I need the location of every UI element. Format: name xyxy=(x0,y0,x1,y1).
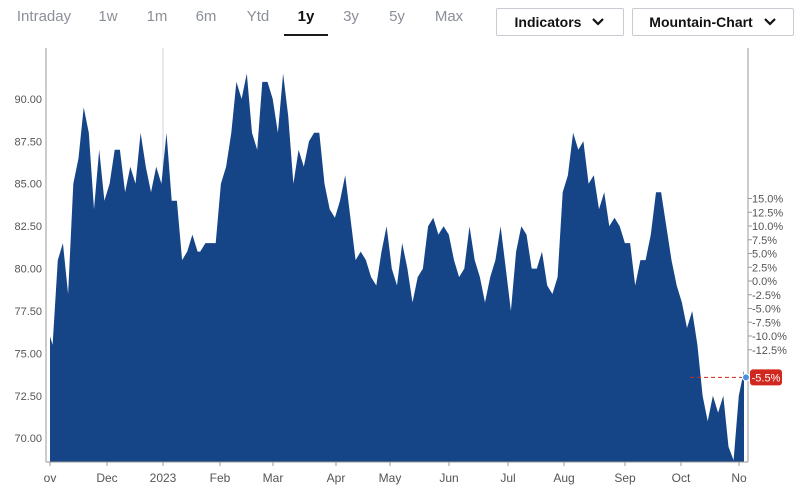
right-tick-label: 15.0% xyxy=(752,194,783,206)
price-area xyxy=(50,73,744,462)
x-tick-label: Apr xyxy=(327,471,346,485)
left-tick-label: 77.50 xyxy=(14,306,42,318)
right-tick-label: 7.5% xyxy=(752,235,777,247)
x-tick-label: Mar xyxy=(263,471,284,485)
chevron-down-icon xyxy=(592,18,605,26)
x-tick-label: Dec xyxy=(96,471,117,485)
x-tick-label: ov xyxy=(44,471,57,485)
tab-1m[interactable]: 1m xyxy=(146,8,168,25)
left-axis: 90.00 87.50 85.00 82.50 80.00 77.50 75.00 72.50… xyxy=(14,94,42,445)
x-tick-label: Oct xyxy=(672,471,691,485)
tab-max[interactable]: Max xyxy=(434,8,464,25)
tab-6m[interactable]: 6m xyxy=(195,8,217,25)
right-tick-label: -5.0% xyxy=(752,304,781,316)
x-tick-label: Aug xyxy=(553,471,574,485)
left-tick-label: 82.50 xyxy=(14,221,42,233)
left-tick-label: 70.00 xyxy=(14,433,42,445)
right-tick-label: -7.5% xyxy=(752,317,781,329)
chevron-down-icon xyxy=(763,18,776,26)
x-tick-label: May xyxy=(379,471,402,485)
tab-ytd[interactable]: Ytd xyxy=(246,8,270,25)
left-tick-label: 80.00 xyxy=(14,264,42,276)
right-axis: 15.0%12.5% 10.0% 7.5% 5.0%2.5% 0.0% -2.5% -5.0… xyxy=(748,194,787,357)
toolbar: Intraday 1w 1m 6m Ytd 1y 3y 5y Max Indic… xyxy=(0,0,800,42)
right-tick-label: 2.5% xyxy=(752,262,777,274)
right-tick-label: 10.0% xyxy=(752,221,783,233)
left-tick-label: 87.50 xyxy=(14,136,42,148)
chart-type-label: Mountain-Chart xyxy=(649,14,753,30)
left-tick-label: 85.00 xyxy=(14,179,42,191)
left-tick-label: 75.00 xyxy=(14,348,42,360)
left-tick-label: 72.50 xyxy=(14,391,42,403)
x-tick-label: Sep xyxy=(614,471,636,485)
tab-1w[interactable]: 1w xyxy=(98,8,118,25)
right-tick-label: -2.5% xyxy=(752,290,781,302)
x-tick-label: Jul xyxy=(500,471,515,485)
x-tick-label: No xyxy=(731,471,747,485)
right-tick-label: 12.5% xyxy=(752,207,783,219)
x-tick-label: 2023 xyxy=(150,471,177,485)
tab-intraday[interactable]: Intraday xyxy=(16,8,72,25)
right-tick-label: 0.0% xyxy=(752,276,777,288)
indicators-dropdown[interactable]: Indicators xyxy=(496,8,624,36)
last-change-label: -5.5% xyxy=(752,372,781,384)
tab-1y[interactable]: 1y xyxy=(284,8,328,36)
right-tick-label: 5.0% xyxy=(752,249,777,261)
tab-5y[interactable]: 5y xyxy=(389,8,405,25)
right-tick-label: -10.0% xyxy=(752,331,787,343)
x-tick-label: Jun xyxy=(439,471,458,485)
left-tick-label: 90.00 xyxy=(14,94,42,106)
last-price-point xyxy=(742,373,750,382)
chart-type-dropdown[interactable]: Mountain-Chart xyxy=(632,8,794,36)
indicators-label: Indicators xyxy=(514,14,582,30)
x-tick-label: Feb xyxy=(210,471,231,485)
right-tick-label: -12.5% xyxy=(752,345,787,357)
tab-3y[interactable]: 3y xyxy=(343,8,359,25)
x-axis: ov Dec 2023 Feb Mar Apr May Jun Jul Aug Sep Oct No xyxy=(44,462,747,485)
last-change-badge: -5.5% xyxy=(750,369,782,386)
